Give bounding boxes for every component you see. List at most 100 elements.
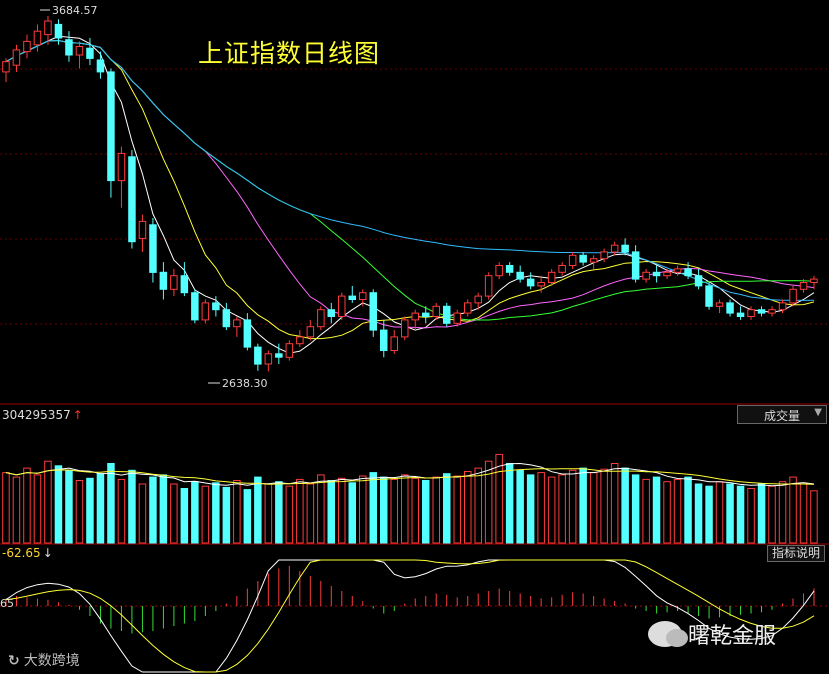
volume-bar	[778, 481, 787, 544]
candle	[537, 275, 545, 293]
candle-body	[254, 346, 262, 365]
volume-bar	[610, 463, 619, 544]
candle	[516, 265, 524, 283]
candle	[726, 299, 734, 317]
candle	[663, 268, 671, 280]
candle-body	[327, 309, 335, 318]
volume-bar	[159, 474, 168, 544]
volume-bar	[390, 478, 398, 544]
price-high-label: 3684.57	[52, 4, 98, 17]
volume-bar	[86, 477, 94, 544]
candle-body	[149, 224, 157, 273]
volume-value: 304295357	[2, 408, 71, 422]
volume-bar	[453, 475, 461, 544]
volume-bar	[789, 476, 797, 544]
candle-body	[747, 309, 755, 318]
candle	[264, 350, 273, 372]
watermark-right: 曙乾金服	[648, 618, 776, 650]
candle	[453, 309, 461, 327]
volume-bar	[401, 474, 409, 544]
candle	[505, 262, 514, 276]
volume-bar	[306, 483, 315, 544]
candle-body	[380, 329, 388, 352]
candle	[359, 289, 367, 307]
indicator-help-button[interactable]: 指标说明	[767, 545, 825, 562]
volume-bar	[621, 467, 629, 544]
volume-bar	[432, 476, 440, 544]
volume-bar	[411, 477, 419, 544]
volume-bar	[422, 480, 430, 544]
wechat-icon	[648, 621, 688, 647]
macd-readout: -62.65 ↓	[2, 546, 53, 560]
candle	[484, 272, 493, 300]
candle	[44, 16, 52, 45]
macd-dif-line	[5, 559, 815, 673]
candle	[222, 302, 231, 331]
candle	[306, 319, 315, 341]
candle	[23, 34, 31, 59]
volume-bar	[180, 488, 189, 544]
volume-bar	[663, 481, 671, 544]
volume-bar	[589, 472, 598, 544]
candle	[736, 306, 745, 320]
candle-body	[453, 312, 461, 324]
volume-bar	[547, 476, 556, 544]
candle-body	[233, 319, 241, 328]
candle	[96, 51, 105, 79]
candle-body	[673, 268, 682, 273]
volume-bar	[558, 474, 566, 544]
candle	[369, 289, 377, 337]
candle-body	[589, 258, 598, 263]
candle-body	[411, 312, 419, 321]
volume-bar	[684, 476, 692, 544]
candle	[810, 275, 818, 290]
volume-bar	[516, 469, 524, 544]
candle-body	[117, 152, 126, 182]
candle	[348, 285, 356, 303]
candle-body	[338, 295, 346, 318]
volume-series	[2, 453, 818, 544]
candle-body	[810, 278, 818, 284]
candle-body	[44, 20, 52, 36]
candle-body	[243, 319, 252, 348]
volume-indicator-select[interactable]: 成交量 ▼	[737, 405, 827, 424]
candle-body	[537, 282, 545, 287]
candle	[380, 319, 388, 358]
ma20-line	[5, 39, 815, 329]
candle	[747, 306, 755, 320]
volume-bar	[212, 482, 220, 544]
brand-logo-icon: ↻	[8, 653, 20, 669]
candle-body	[568, 254, 577, 267]
volume-bar	[380, 476, 388, 544]
candle-body	[768, 309, 776, 314]
candle	[243, 313, 252, 351]
macd-dea-line	[5, 559, 815, 673]
candle-body	[579, 254, 587, 263]
volume-bar	[338, 477, 346, 544]
candle	[631, 245, 640, 283]
volume-bar	[201, 485, 210, 544]
candle	[191, 289, 199, 324]
candle	[75, 41, 84, 69]
volume-bar	[757, 483, 766, 544]
candle-body	[180, 275, 189, 294]
candle	[568, 251, 577, 269]
candle	[2, 58, 10, 83]
candle	[694, 268, 703, 290]
candle	[422, 306, 430, 324]
candle	[327, 302, 335, 324]
candle-body	[600, 251, 608, 260]
candle-body	[159, 271, 168, 290]
up-arrow-icon: ↑	[72, 408, 83, 422]
volume-bar	[505, 463, 514, 544]
dropdown-caret-icon: ▼	[814, 407, 822, 418]
candle	[65, 31, 73, 62]
candle	[789, 285, 797, 307]
candle-body	[401, 319, 409, 338]
volume-bar	[2, 472, 10, 544]
candle	[610, 241, 619, 256]
candle-body	[191, 292, 199, 321]
candle	[778, 299, 787, 314]
candle-body	[264, 353, 273, 365]
candle-body	[484, 275, 493, 297]
